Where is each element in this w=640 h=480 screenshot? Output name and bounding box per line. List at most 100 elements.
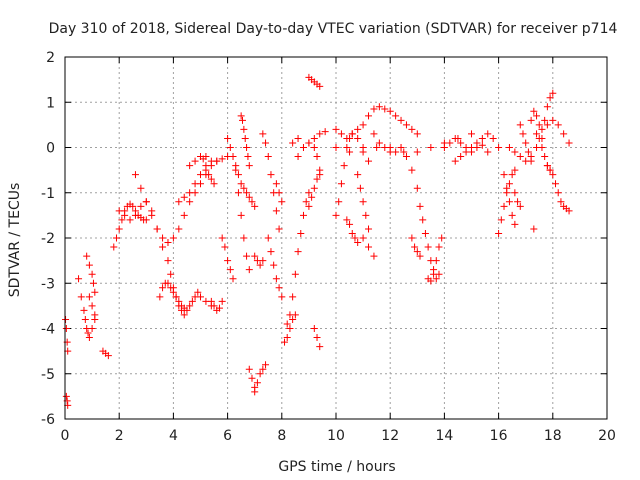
data-point-s03	[81, 315, 89, 323]
y-tick-label: -1	[41, 186, 55, 202]
data-point-s14	[213, 157, 221, 165]
data-point-s35	[348, 130, 356, 138]
data-point-s43	[451, 134, 459, 142]
data-point-s34	[400, 148, 408, 156]
data-point-s25	[278, 198, 286, 206]
data-point-s45	[500, 202, 508, 210]
data-point-s19	[245, 162, 253, 170]
data-point-s09	[169, 234, 177, 242]
data-point-s41	[411, 243, 419, 251]
data-point-s49	[549, 89, 557, 97]
data-point-s22	[256, 261, 264, 269]
data-point-s10	[194, 288, 202, 296]
data-point-s32	[313, 334, 321, 342]
data-point-s43	[457, 139, 465, 147]
data-point-s51	[552, 180, 560, 188]
data-point-s31	[313, 175, 321, 183]
data-point-s49	[541, 116, 549, 124]
data-point-s02	[62, 392, 70, 400]
data-point-s33	[354, 125, 362, 133]
data-point-s27	[302, 198, 310, 206]
data-point-s11	[178, 306, 186, 314]
data-point-s11	[169, 284, 177, 292]
data-point-s19	[244, 153, 252, 161]
data-point-s29	[299, 144, 307, 151]
data-point-s37	[354, 171, 362, 179]
data-point-s42	[430, 270, 438, 278]
data-point-s23	[272, 207, 280, 215]
data-point-s13	[210, 180, 218, 188]
data-point-s35	[340, 162, 348, 170]
data-point-s21	[253, 379, 261, 387]
data-point-s36	[354, 239, 362, 247]
data-point-s29	[313, 153, 321, 161]
data-point-s40	[416, 202, 424, 210]
data-point-s18	[243, 252, 251, 260]
x-tick-label: 2	[115, 428, 124, 444]
data-point-s23	[275, 225, 283, 233]
data-point-s47	[549, 116, 557, 124]
data-point-s13	[205, 171, 213, 179]
data-point-s49	[546, 94, 554, 102]
data-point-s53	[511, 189, 519, 197]
data-point-s38	[365, 243, 373, 251]
y-tick-label: 0	[46, 141, 55, 157]
data-point-s19	[239, 116, 247, 124]
data-point-s43	[484, 130, 492, 138]
data-point-s13	[207, 175, 215, 183]
data-point-s17	[251, 202, 259, 210]
data-point-s45	[508, 171, 516, 179]
data-point-s21	[259, 365, 267, 373]
data-point-s33	[375, 103, 383, 111]
data-point-s10	[164, 279, 172, 287]
data-point-s23	[264, 153, 272, 161]
data-point-s13	[202, 162, 210, 170]
x-tick-label: 12	[381, 428, 399, 444]
data-point-s10	[197, 293, 204, 301]
data-point-s40	[408, 166, 416, 174]
data-point-s14	[218, 155, 226, 163]
data-point-s51	[549, 171, 557, 179]
data-point-s38	[370, 252, 378, 260]
data-point-s25	[275, 189, 283, 197]
data-point-s18	[240, 234, 248, 242]
data-point-s43	[489, 134, 497, 142]
data-point-s16	[229, 275, 237, 283]
data-point-s09	[148, 211, 156, 219]
data-point-s11	[164, 257, 172, 265]
data-point-s44	[478, 141, 486, 149]
data-point-s05	[85, 293, 93, 301]
y-tick-label: 1	[46, 95, 55, 111]
data-point-s24	[267, 248, 275, 256]
grid	[65, 57, 607, 419]
data-point-s52	[530, 225, 538, 233]
data-point-s53	[516, 202, 524, 210]
data-point-s34	[346, 148, 354, 156]
data-point-s32	[316, 343, 324, 351]
y-tick-label: -3	[41, 276, 55, 292]
data-point-s35	[346, 134, 354, 142]
data-point-s33	[359, 121, 367, 129]
data-point-s26	[283, 334, 291, 342]
data-point-s47	[560, 130, 568, 138]
x-tick-label: 10	[327, 428, 345, 444]
data-point-s16	[218, 234, 226, 242]
data-point-s29	[310, 144, 318, 151]
data-point-s49	[543, 103, 551, 111]
data-points	[62, 73, 573, 409]
data-point-s16	[221, 243, 229, 251]
data-point-s45	[511, 166, 519, 174]
data-point-s44	[473, 139, 481, 147]
data-point-s27	[294, 248, 302, 256]
data-point-s12	[180, 193, 188, 201]
data-point-s35	[365, 157, 373, 165]
data-point-s09	[153, 225, 161, 233]
data-point-s33	[413, 130, 421, 138]
data-point-s28	[289, 139, 297, 147]
data-point-s33	[337, 130, 345, 138]
data-point-s03	[85, 334, 93, 342]
data-point-s15	[207, 297, 215, 305]
data-point-s15	[215, 304, 223, 312]
data-point-s43	[440, 144, 448, 151]
data-point-s35	[332, 211, 340, 219]
